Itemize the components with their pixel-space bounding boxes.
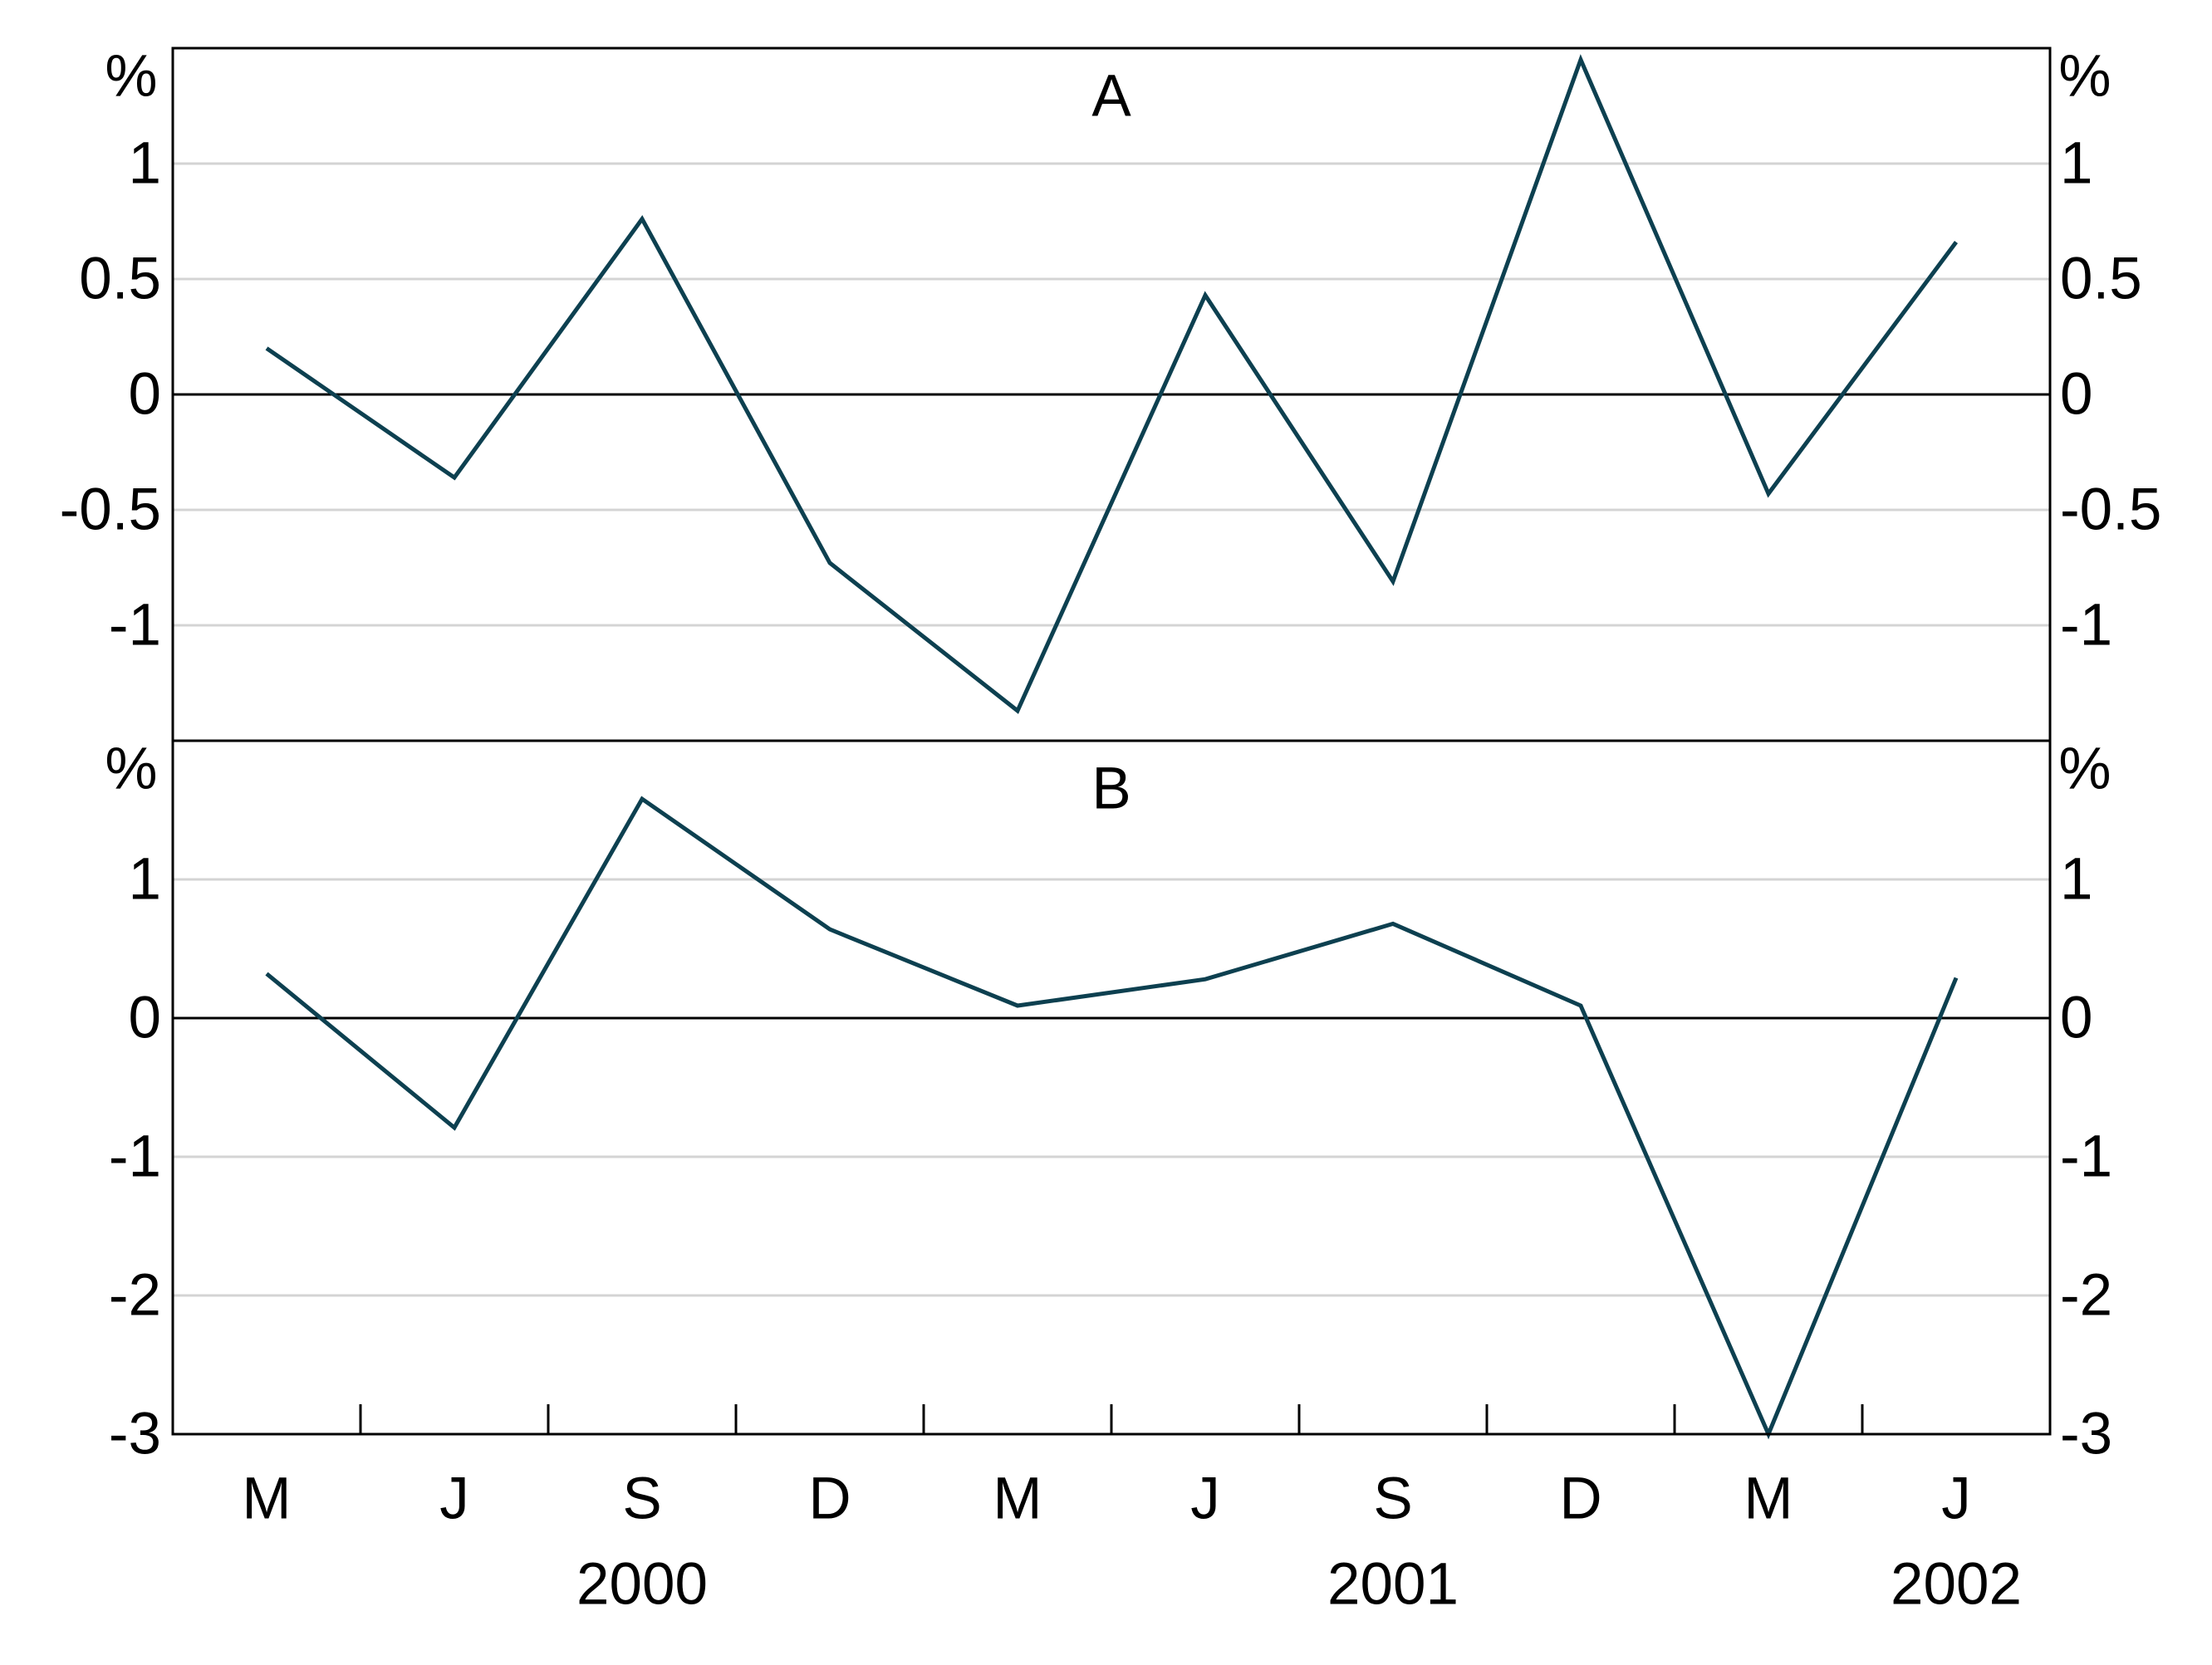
x-month-label: M [242,1467,291,1532]
y-tick-right-a: 1 [2060,131,2093,197]
series-lines [265,54,1959,1440]
y-tick-right-b: -2 [2060,1263,2112,1329]
unit-left-b: % [105,737,157,802]
zero-lines [173,393,2050,1020]
axis-labels: 1 1 0.5 0.5 0 0 -0.5 -0.5 -1 -1% % A 1 1 0 0 -1 -1 -2 -2 -3 -… [60,44,2162,1618]
x-year-label: 2002 [1891,1552,2022,1618]
y-tick-left-b: -1 [109,1124,161,1190]
plot-frame [171,47,2052,1436]
y-tick-left-a: -0.5 [60,477,161,543]
x-month-label: S [622,1467,661,1532]
y-tick-right-a: 0.5 [2060,247,2142,312]
y-tick-right-b: -1 [2060,1124,2112,1190]
y-tick-left-a: 1 [129,131,162,197]
unit-right-b: % [2058,737,2111,802]
y-tick-right-a: -0.5 [2060,477,2161,543]
unit-left-a: % [105,44,157,110]
y-tick-left-a: -1 [109,593,161,659]
x-month-label: J [1941,1467,1971,1532]
x-month-label: J [439,1467,469,1532]
x-year-label: 2000 [576,1552,708,1618]
y-tick-right-a: -1 [2060,593,2112,659]
y-tick-left-b: -3 [109,1402,161,1467]
series-line-b [265,796,1959,1440]
x-month-label: S [1373,1467,1412,1532]
unit-right-a: % [2058,44,2111,110]
x-month-label: D [808,1467,851,1532]
gridlines [173,162,2050,1297]
y-tick-right-a: 0 [2060,362,2093,428]
x-month-label: D [1559,1467,1601,1532]
x-month-label: M [993,1467,1042,1532]
x-month-label: M [1744,1467,1793,1532]
panel-title-a: A [1091,64,1131,130]
y-tick-left-b: -2 [109,1263,161,1329]
y-tick-left-a: 0 [129,362,162,428]
x-month-label: J [1190,1467,1220,1532]
y-tick-left-b: 0 [129,986,162,1051]
series-line-a [265,54,1959,714]
y-tick-right-b: 1 [2060,847,2093,913]
x-year-label: 2001 [1327,1552,1459,1618]
y-tick-left-b: 1 [129,847,162,913]
y-tick-left-a: 0.5 [79,247,161,312]
panel-title-b: B [1091,757,1131,822]
y-tick-right-b: 0 [2060,986,2093,1051]
y-tick-right-b: -3 [2060,1402,2112,1467]
